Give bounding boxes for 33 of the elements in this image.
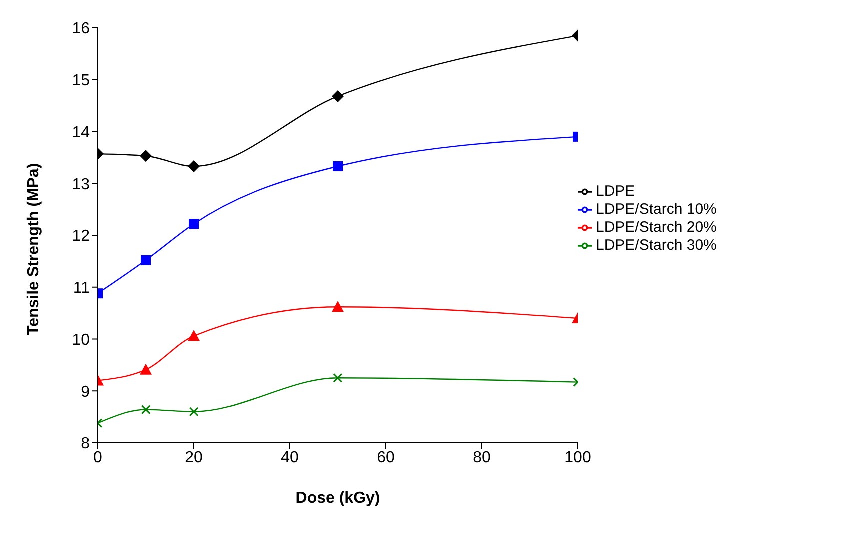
point — [332, 90, 344, 102]
x-axis-title: Dose (kGy) — [296, 490, 380, 507]
legend-label: LDPE/Starch 20% — [596, 219, 717, 236]
point — [141, 405, 151, 415]
point — [333, 373, 343, 383]
y-tick-label: 8 — [81, 436, 90, 453]
point — [333, 162, 343, 172]
y-tick-label: 12 — [72, 228, 90, 246]
y-tick-label: 10 — [72, 332, 90, 349]
y-tick-label: 15 — [72, 72, 90, 90]
point — [140, 150, 152, 162]
x-tick-label: 60 — [377, 449, 395, 466]
legend-label: LDPE — [596, 183, 636, 200]
y-tick-label: 14 — [72, 124, 90, 142]
y-tick-label: 16 — [72, 20, 90, 38]
point — [188, 160, 200, 173]
x-tick-label: 100 — [564, 449, 592, 466]
x-tick-label: 0 — [94, 449, 103, 466]
legend-label: LDPE/Starch 10% — [596, 201, 717, 218]
point — [140, 364, 152, 375]
y-tick-label: 9 — [81, 384, 90, 401]
point — [189, 407, 199, 417]
point — [189, 219, 199, 230]
point — [332, 301, 344, 312]
x-tick-label: 40 — [281, 449, 299, 466]
y-axis-title: Tensile Strength (MPa) — [26, 163, 43, 336]
y-tick-label: 13 — [72, 176, 90, 194]
point — [141, 255, 151, 266]
x-tick-label: 20 — [185, 449, 203, 466]
legend-label: LDPE/Starch 30% — [596, 237, 717, 254]
y-tick-label: 11 — [73, 280, 90, 298]
point — [188, 330, 200, 342]
x-tick-label: 80 — [473, 449, 491, 466]
